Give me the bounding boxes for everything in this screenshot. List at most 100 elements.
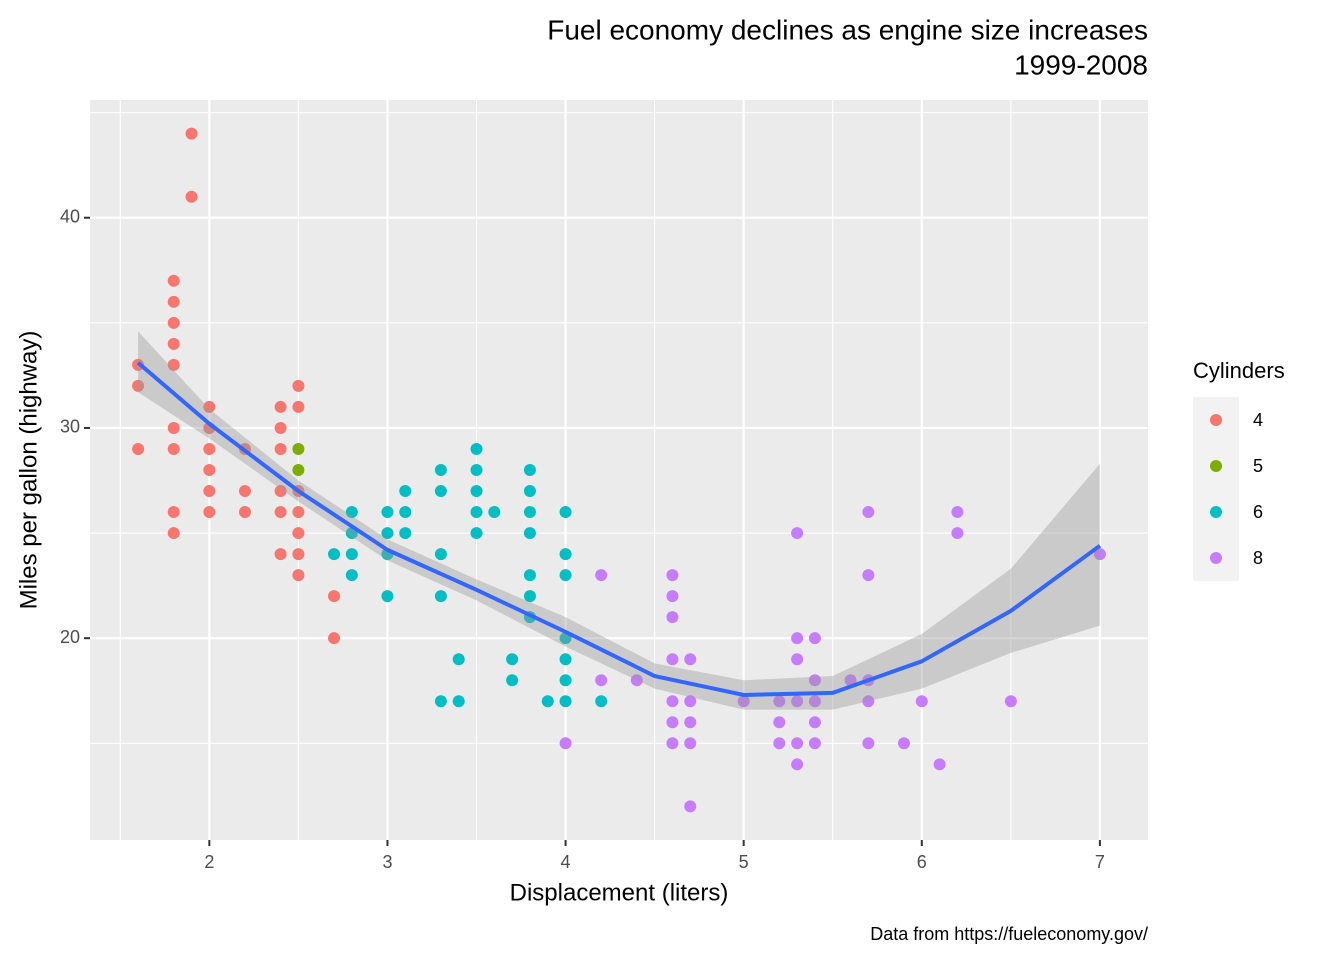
point bbox=[595, 569, 608, 582]
point bbox=[274, 442, 287, 455]
point bbox=[167, 358, 180, 371]
point bbox=[684, 695, 697, 708]
point bbox=[203, 442, 216, 455]
point bbox=[897, 737, 910, 750]
point bbox=[345, 506, 358, 519]
point bbox=[1004, 695, 1017, 708]
point bbox=[773, 737, 786, 750]
point bbox=[292, 569, 305, 582]
point bbox=[773, 716, 786, 729]
point bbox=[167, 316, 180, 329]
point bbox=[238, 506, 251, 519]
point bbox=[808, 674, 821, 687]
point bbox=[399, 485, 412, 498]
point bbox=[559, 695, 572, 708]
point bbox=[666, 569, 679, 582]
x-tick-label: 6 bbox=[917, 852, 927, 872]
point bbox=[933, 758, 946, 771]
point bbox=[630, 674, 643, 687]
point bbox=[434, 590, 447, 603]
point bbox=[666, 737, 679, 750]
point bbox=[506, 674, 519, 687]
point bbox=[791, 758, 804, 771]
point bbox=[541, 695, 554, 708]
x-tick-label: 5 bbox=[739, 852, 749, 872]
point bbox=[381, 527, 394, 540]
legend-label: 8 bbox=[1253, 548, 1263, 568]
x-tick-label: 2 bbox=[204, 852, 214, 872]
point bbox=[292, 527, 305, 540]
x-tick-label: 4 bbox=[561, 852, 571, 872]
point bbox=[844, 674, 857, 687]
point bbox=[434, 464, 447, 476]
y-axis-label: Miles per gallon (highway) bbox=[15, 331, 42, 610]
point bbox=[808, 716, 821, 729]
point bbox=[292, 379, 305, 392]
y-tick-label: 30 bbox=[60, 417, 80, 437]
point bbox=[345, 548, 358, 561]
panel bbox=[90, 100, 1148, 840]
point bbox=[666, 611, 679, 624]
legend-marker bbox=[1210, 506, 1222, 518]
point bbox=[274, 548, 287, 561]
point bbox=[666, 716, 679, 729]
point bbox=[203, 464, 216, 476]
point bbox=[167, 506, 180, 519]
point bbox=[1093, 548, 1106, 561]
point bbox=[203, 485, 216, 498]
point bbox=[132, 442, 145, 455]
point bbox=[399, 506, 412, 519]
point bbox=[203, 400, 216, 413]
point bbox=[791, 737, 804, 750]
point bbox=[399, 527, 412, 540]
point bbox=[808, 737, 821, 750]
point bbox=[470, 527, 483, 540]
point bbox=[559, 506, 572, 519]
point bbox=[951, 527, 964, 540]
point bbox=[791, 653, 804, 666]
point bbox=[523, 506, 536, 519]
point bbox=[292, 464, 305, 476]
point bbox=[381, 506, 394, 519]
point bbox=[238, 485, 251, 498]
point bbox=[292, 442, 305, 455]
x-tick-label: 7 bbox=[1095, 852, 1105, 872]
legend-label: 4 bbox=[1253, 410, 1263, 430]
legend-label: 5 bbox=[1253, 456, 1263, 476]
chart-subtitle: 1999-2008 bbox=[1014, 49, 1148, 80]
y-tick-label: 20 bbox=[60, 627, 80, 647]
point bbox=[506, 653, 519, 666]
point bbox=[452, 653, 465, 666]
point bbox=[595, 674, 608, 687]
point bbox=[791, 632, 804, 645]
smooth-line bbox=[136, 361, 1102, 697]
point bbox=[915, 695, 928, 708]
legend-title: Cylinders bbox=[1193, 358, 1285, 383]
point bbox=[167, 274, 180, 287]
legend-marker bbox=[1210, 460, 1222, 472]
point bbox=[203, 506, 216, 519]
point bbox=[684, 716, 697, 729]
point bbox=[167, 527, 180, 540]
point bbox=[167, 442, 180, 455]
y-tick-label: 40 bbox=[60, 206, 80, 226]
point bbox=[684, 800, 697, 813]
point bbox=[808, 695, 821, 708]
point bbox=[523, 527, 536, 540]
point bbox=[132, 379, 145, 392]
point bbox=[559, 653, 572, 666]
point bbox=[684, 653, 697, 666]
point bbox=[684, 737, 697, 750]
point bbox=[167, 421, 180, 434]
point bbox=[328, 548, 341, 561]
point bbox=[808, 632, 821, 645]
point bbox=[666, 590, 679, 603]
point bbox=[523, 485, 536, 498]
point bbox=[773, 695, 786, 708]
caption: Data from https://fueleconomy.gov/ bbox=[870, 924, 1148, 944]
point bbox=[274, 485, 287, 498]
point bbox=[523, 569, 536, 582]
point bbox=[185, 190, 198, 203]
point bbox=[737, 695, 750, 708]
